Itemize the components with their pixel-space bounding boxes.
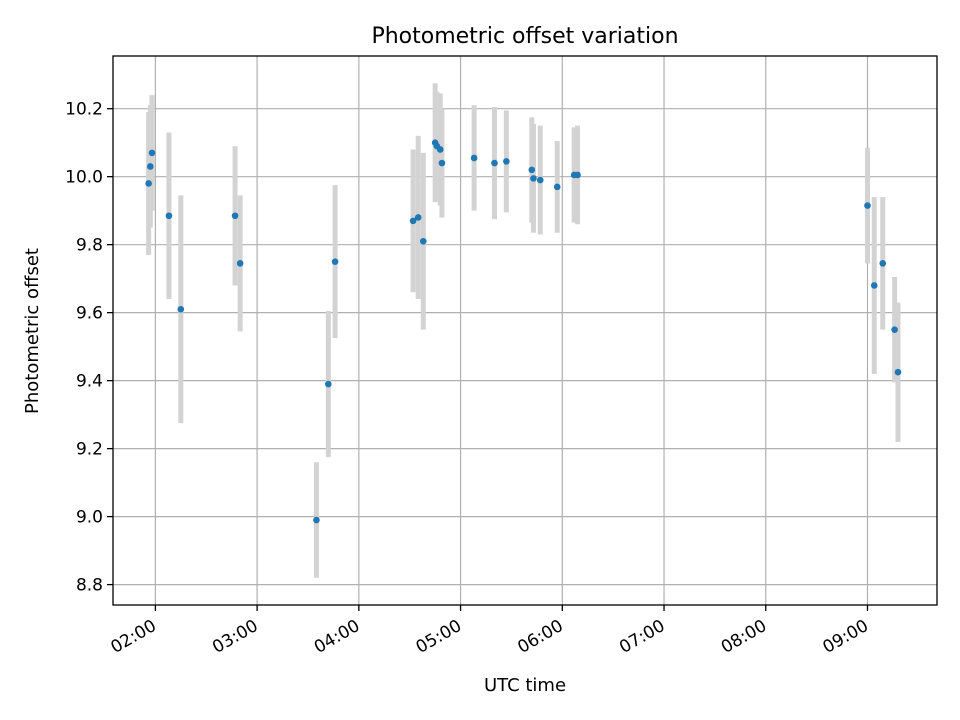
grid — [113, 56, 937, 605]
data-point — [414, 214, 422, 221]
y-tick-label: 9.6 — [76, 304, 103, 324]
data-point — [331, 258, 339, 265]
data-point — [894, 368, 902, 376]
data-point — [879, 260, 887, 267]
data-point — [470, 154, 478, 162]
data-point — [419, 237, 427, 245]
y-tick-label: 9.4 — [76, 372, 103, 392]
data-point — [145, 180, 152, 187]
data-point — [177, 305, 185, 313]
y-tick-label: 9.8 — [76, 236, 103, 256]
data-point — [165, 212, 173, 220]
plot-frame — [112, 55, 938, 606]
data-point — [438, 159, 446, 167]
data-point — [536, 176, 544, 184]
data-point — [870, 282, 878, 289]
data-point — [325, 380, 332, 388]
data-point — [574, 171, 581, 179]
y-tick-label: 10.2 — [65, 100, 103, 120]
chart-title: Photometric offset variation — [371, 24, 678, 49]
data-point — [236, 260, 244, 267]
data-point — [530, 175, 537, 182]
data-point — [864, 202, 871, 209]
data-point — [313, 516, 320, 524]
data-point — [148, 149, 156, 157]
y-tick-label: 10.0 — [65, 168, 103, 188]
data-point — [436, 146, 444, 153]
data-points — [145, 139, 902, 524]
data-point — [528, 166, 536, 174]
data-point — [503, 158, 510, 165]
y-tick-label: 9.2 — [76, 440, 103, 460]
data-point — [891, 326, 898, 333]
data-point — [147, 163, 154, 170]
y-tick-label: 9.0 — [76, 508, 103, 528]
y-axis-ticks: 8.8 9.0 9.2 9.4 9.6 9.8 10.0 10.2 — [65, 100, 113, 596]
data-point — [491, 159, 498, 167]
data-point — [409, 217, 417, 225]
y-axis-label: Photometric offset — [22, 248, 43, 414]
data-point — [231, 212, 239, 220]
y-tick-label: 8.8 — [76, 576, 103, 596]
data-point — [553, 183, 561, 191]
x-axis-label: UTC time — [484, 675, 566, 696]
